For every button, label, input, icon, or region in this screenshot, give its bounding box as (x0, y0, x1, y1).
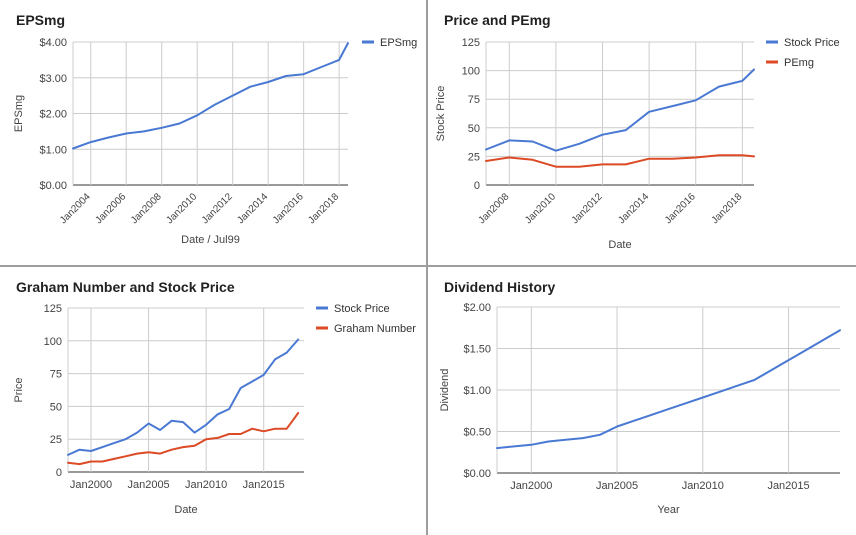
x-tick-label: Jan2018 (710, 191, 745, 226)
series-line-0 (67, 338, 300, 456)
y-tick-label: 0 (474, 180, 480, 192)
graham-chart-svg: 0 25 50 75 100 125 Jan2000 Jan2005 Jan2010 Jan201… (13, 303, 416, 516)
y-tick-label: $1.50 (463, 344, 491, 356)
x-tick-label: Jan2005 (596, 480, 638, 492)
x-tick-label: Jan2010 (164, 191, 199, 226)
y-tick-label: $4.00 (39, 37, 67, 49)
y-tick-label: 125 (462, 37, 480, 49)
y-axis-title: Dividend (439, 369, 451, 412)
y-tick-label: 0 (56, 467, 62, 479)
x-tick-label: Jan2008 (477, 191, 512, 226)
y-tick-label: 75 (468, 94, 480, 106)
x-tick-label: Jan2015 (243, 479, 285, 491)
y-tick-label: $3.00 (39, 73, 67, 85)
y-tick-label: 50 (50, 401, 62, 413)
x-tick-label: Jan2012 (200, 191, 235, 226)
x-tick-label: Jan2010 (682, 480, 724, 492)
x-tick-label: Jan2008 (129, 191, 164, 226)
series-line-0 (496, 329, 841, 450)
y-tick-label: 25 (468, 151, 480, 163)
x-tick-label: Jan2016 (271, 191, 306, 226)
x-tick-label: Jan2014 (235, 191, 270, 226)
x-tick-label: Jan2012 (570, 191, 605, 226)
legend-label: PEmg (784, 57, 814, 69)
eps-chart-panel: $0.00 $1.00 $2.00 $3.00 $4.00 Jan2004 Jan2006 J… (0, 0, 426, 265)
x-axis-title: Date (174, 504, 197, 516)
y-tick-label: $0.00 (463, 468, 491, 480)
x-axis-title: Date (608, 239, 631, 251)
x-tick-label: Jan2004 (58, 191, 93, 226)
x-tick-label: Jan2000 (510, 480, 552, 492)
y-axis-title: Stock Price (435, 86, 447, 142)
x-axis-title: Year (657, 504, 680, 516)
x-axis-title: Date / Jul99 (181, 234, 240, 246)
y-tick-label: $1.00 (39, 144, 67, 156)
x-tick-label: Jan2018 (306, 191, 341, 226)
x-tick-label: Jan2016 (663, 191, 698, 226)
y-tick-label: 125 (44, 303, 62, 315)
y-tick-label: $2.00 (463, 302, 491, 314)
x-tick-label: Jan2000 (70, 479, 112, 491)
chart-title: Dividend History (444, 279, 556, 295)
series-line-0 (485, 68, 755, 152)
dividend-chart-panel: $0.00 $0.50 $1.00 $1.50 $2.00 Jan2000 Jan2005 J… (428, 267, 856, 535)
chart-title: Graham Number and Stock Price (16, 279, 235, 295)
series-line-0 (72, 42, 349, 150)
legend-label: Stock Price (334, 303, 390, 315)
y-axis-title: EPSmg (13, 95, 25, 132)
series-line-1 (485, 154, 755, 168)
price-pe-chart-svg: 0 25 50 75 100 125 Jan2008 Jan2010 Jan2012 Jan201… (435, 37, 840, 251)
y-tick-label: 25 (50, 434, 62, 446)
dividend-chart-svg: $0.00 $0.50 $1.00 $1.50 $2.00 Jan2000 Jan2005 J… (439, 302, 841, 516)
x-tick-label: Jan2006 (93, 191, 128, 226)
x-tick-label: Jan2010 (185, 479, 227, 491)
price-pe-chart-panel: 0 25 50 75 100 125 Jan2008 Jan2010 Jan2012 Jan201… (428, 0, 856, 265)
y-tick-label: $0.50 (463, 427, 491, 439)
y-axis-title: Price (13, 377, 25, 402)
chart-title: Price and PEmg (444, 12, 551, 28)
x-tick-label: Jan2010 (523, 191, 558, 226)
vertical-divider (426, 0, 428, 535)
x-tick-label: Jan2005 (127, 479, 169, 491)
y-tick-label: $1.00 (463, 385, 491, 397)
x-tick-label: Jan2015 (767, 480, 809, 492)
series-line-1 (67, 412, 300, 466)
y-tick-label: 75 (50, 369, 62, 381)
y-tick-label: 100 (44, 336, 62, 348)
graham-chart-panel: 0 25 50 75 100 125 Jan2000 Jan2005 Jan2010 Jan201… (0, 267, 426, 535)
legend-label: EPSmg (380, 37, 417, 49)
y-tick-label: 50 (468, 123, 480, 135)
y-tick-label: $2.00 (39, 109, 67, 121)
chart-title: EPSmg (16, 12, 66, 28)
legend-label: Stock Price (784, 37, 840, 49)
legend-label: Graham Number (334, 323, 416, 335)
horizontal-divider (0, 265, 856, 267)
y-tick-label: 100 (462, 66, 480, 78)
x-tick-label: Jan2014 (616, 191, 651, 226)
y-tick-label: $0.00 (39, 180, 67, 192)
